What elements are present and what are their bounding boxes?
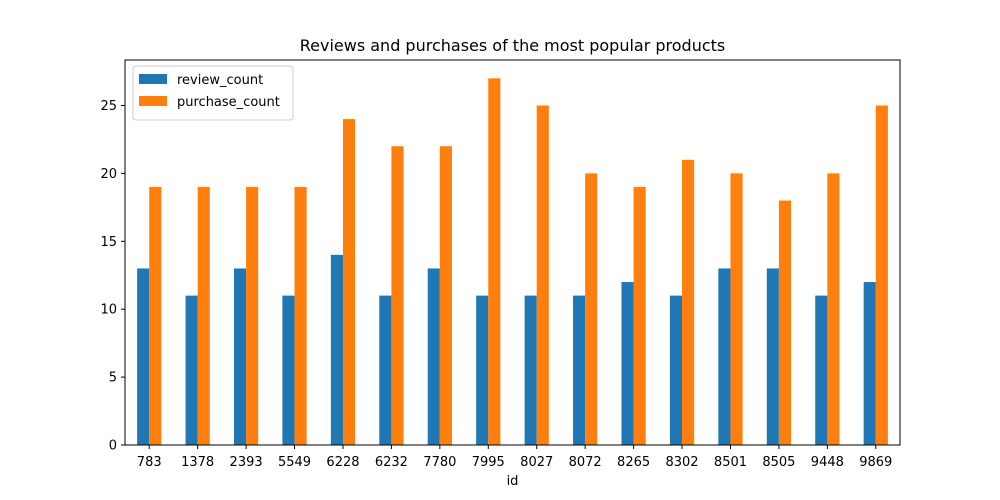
x-tick-label: 9869: [859, 455, 892, 470]
x-tick-label: 9448: [811, 455, 844, 470]
bar-review_count-8302: [669, 295, 683, 445]
x-tick-label: 6232: [375, 455, 408, 470]
bar-review_count-2393: [233, 268, 247, 445]
bars-group: [137, 78, 888, 446]
y-tick-label: 0: [109, 439, 117, 454]
bar-purchase_count-7995: [488, 78, 501, 445]
bar-purchase_count-6228: [342, 119, 356, 446]
y-tick-label: 20: [100, 167, 117, 182]
bar-review_count-783: [137, 268, 150, 445]
y-tick-label: 10: [100, 303, 117, 318]
bar-purchase_count-8027: [536, 105, 549, 445]
bar-purchase_count-2393: [246, 186, 259, 445]
bar-purchase_count-9448: [827, 173, 840, 445]
x-tick-label: 1378: [181, 455, 214, 470]
x-tick-label: 2393: [230, 455, 263, 470]
legend-swatch-purchase_count: [139, 96, 167, 106]
bar-purchase_count-8265: [633, 186, 646, 445]
bar-purchase_count-1378: [197, 186, 210, 445]
x-tick-label: 8501: [714, 455, 747, 470]
bar-review_count-6228: [330, 254, 343, 445]
legend-label-purchase_count: purchase_count: [177, 95, 280, 110]
chart-title: Reviews and purchases of the most popula…: [300, 36, 726, 55]
bar-review_count-1378: [185, 295, 198, 445]
bar-review_count-8027: [524, 295, 537, 445]
x-tick-label: 7780: [423, 455, 456, 470]
x-axis: 783 1378 2393 5549 6228 6232 7780 7995 8027 8072 8…: [137, 445, 892, 470]
bar-review_count-8505: [766, 268, 779, 445]
x-axis-label: id: [507, 474, 519, 489]
bar-review_count-7780: [427, 268, 440, 445]
x-tick-label: 6228: [326, 455, 359, 470]
bar-purchase_count-7780: [439, 146, 452, 446]
x-tick-label: 8072: [569, 455, 602, 470]
y-tick-label: 25: [100, 99, 117, 114]
bar-purchase_count-9869: [875, 105, 888, 445]
legend: review_count purchase_count: [132, 65, 294, 121]
x-tick-label: 7995: [472, 455, 505, 470]
x-tick-label: 8265: [617, 455, 650, 470]
y-axis: 0 5 10 15 20 25: [100, 99, 125, 454]
bar-review_count-7995: [476, 295, 489, 445]
legend-box: [132, 65, 294, 121]
bar-purchase_count-8501: [730, 173, 743, 445]
bar-review_count-8072: [573, 295, 586, 445]
x-tick-label: 8027: [520, 455, 553, 470]
bar-review_count-9869: [863, 282, 876, 445]
x-tick-label: 5549: [278, 455, 311, 470]
bar-review_count-8501: [718, 268, 731, 445]
y-tick-label: 5: [109, 371, 117, 386]
bar-purchase_count-8072: [585, 173, 598, 445]
y-tick-label: 15: [100, 235, 117, 250]
bar-review_count-8265: [621, 282, 634, 445]
bar-review_count-9448: [815, 295, 828, 445]
bar-purchase_count-6232: [391, 146, 404, 446]
legend-swatch-review_count: [139, 74, 167, 84]
bar-purchase_count-783: [149, 186, 162, 445]
legend-label-review_count: review_count: [177, 73, 263, 88]
bar-review_count-6232: [379, 295, 392, 445]
bar-purchase_count-8302: [682, 159, 695, 445]
bar-review_count-5549: [282, 295, 295, 445]
bar-purchase_count-5549: [294, 186, 307, 445]
x-tick-label: 8302: [665, 455, 698, 470]
x-tick-label: 783: [137, 455, 162, 470]
x-tick-label: 8505: [762, 455, 795, 470]
bar-purchase_count-8505: [778, 200, 792, 445]
plot-frame: [124, 59, 901, 446]
